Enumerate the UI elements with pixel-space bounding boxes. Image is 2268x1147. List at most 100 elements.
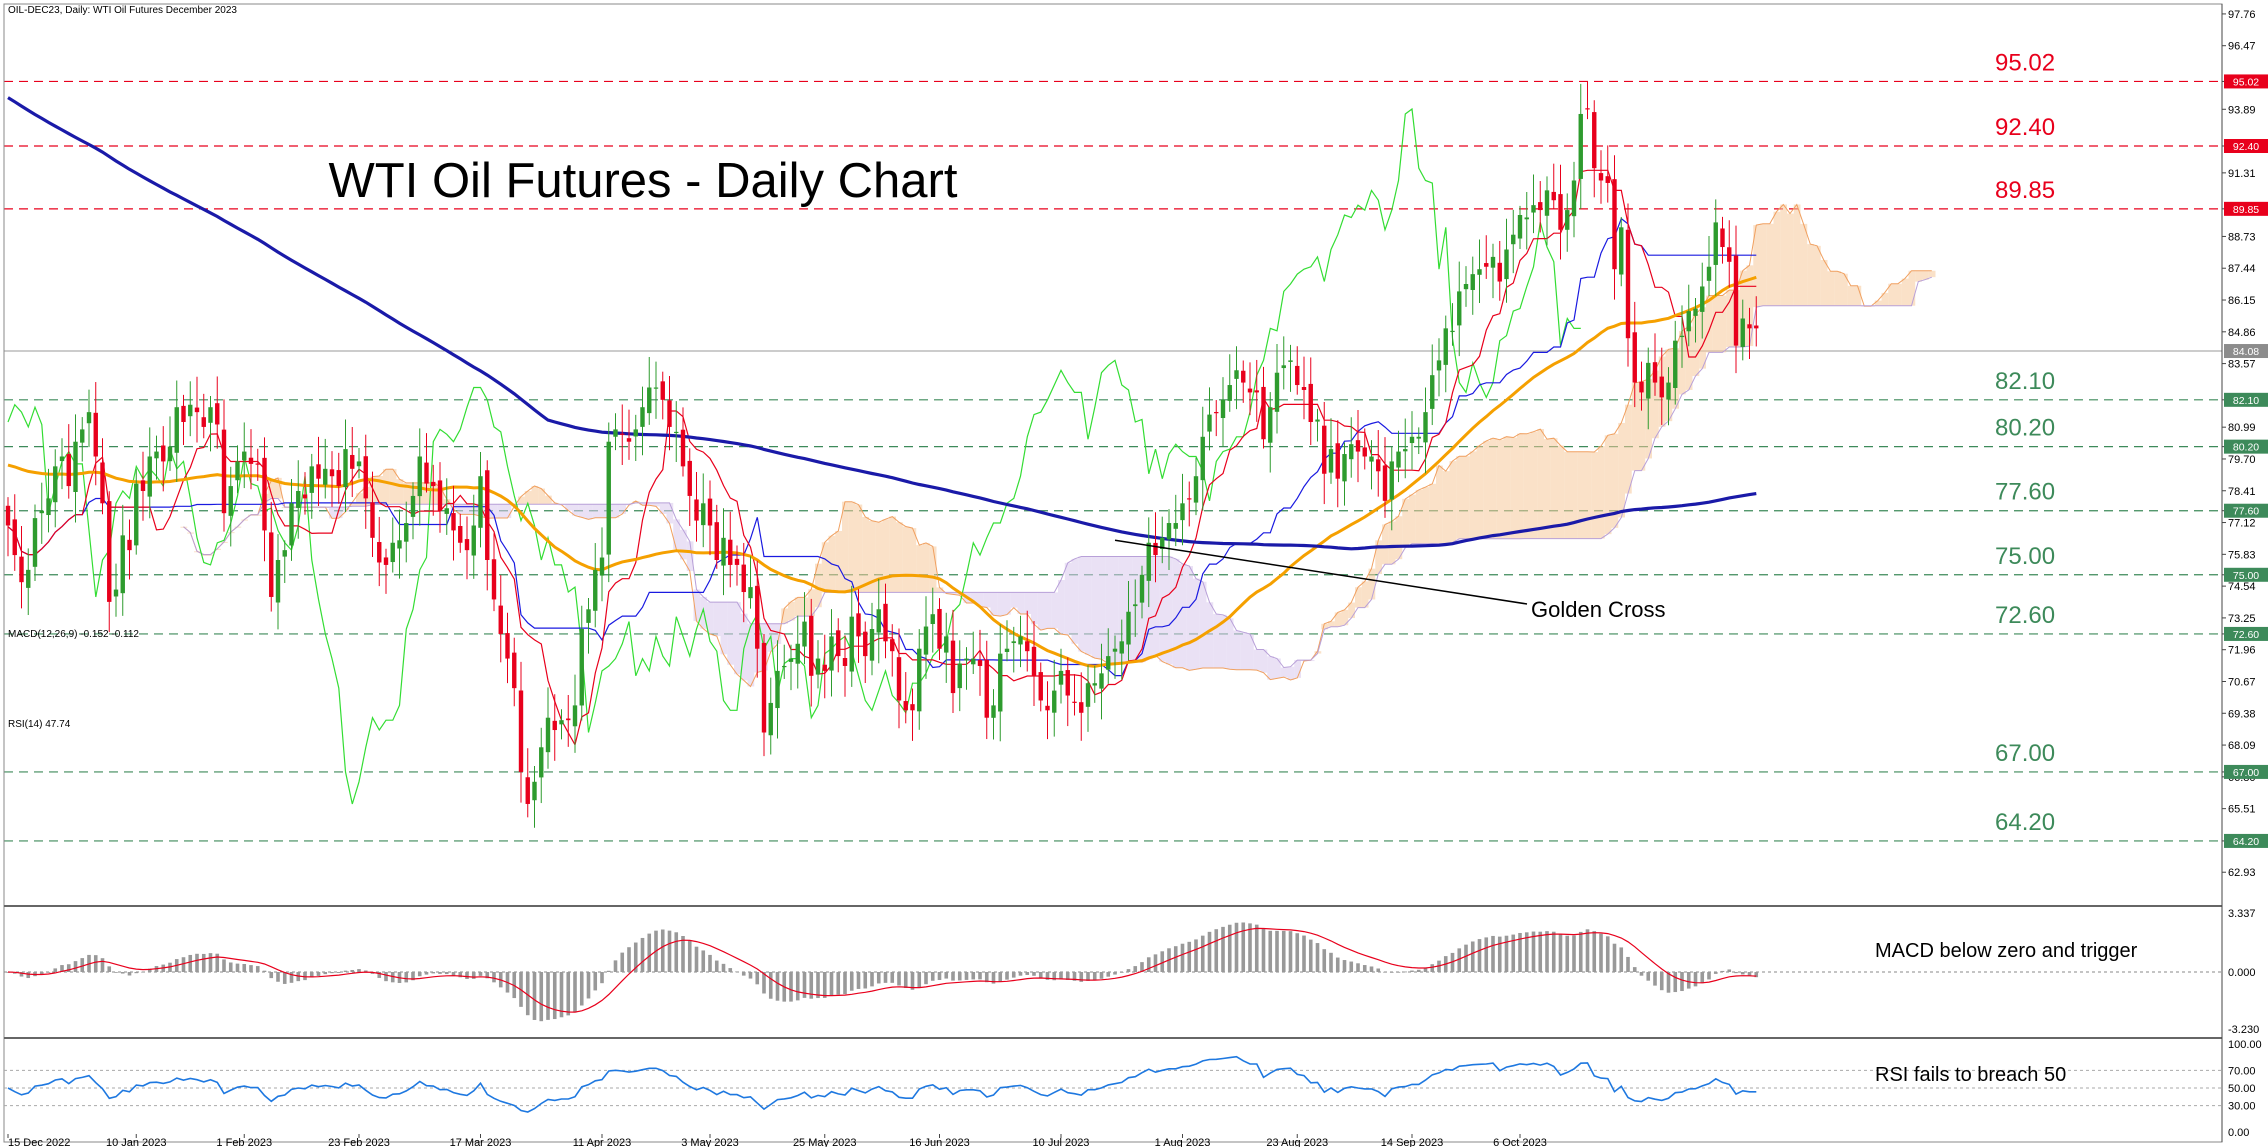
cloud-segment (1172, 558, 1180, 668)
candle-body (998, 653, 1003, 712)
cloud-segment (329, 507, 336, 519)
macd-histogram-bar (127, 972, 132, 976)
cloud-segment (794, 597, 802, 617)
cloud-segment (221, 541, 228, 543)
macd-histogram-bar (1194, 939, 1198, 972)
candle-body (140, 480, 146, 491)
macd-histogram-bar (134, 972, 139, 974)
macd-histogram-bar (1416, 969, 1421, 972)
level-price-tag-label: 72.60 (2233, 629, 2259, 641)
macd-histogram-bar (1086, 972, 1090, 981)
macd-histogram-bar (870, 972, 874, 987)
candle-body (1220, 399, 1226, 419)
cloud-segment (1267, 656, 1274, 680)
candle-body (761, 642, 767, 733)
macd-histogram-bar (795, 972, 800, 1001)
level-price-tag (2224, 833, 2268, 848)
price-tick-label: 79.70 (2228, 454, 2256, 466)
annotation-golden-cross: Golden Cross (1531, 597, 1666, 622)
cloud-segment (1496, 439, 1504, 539)
candle-body (1497, 262, 1502, 282)
candle-body (626, 438, 632, 442)
date-tick-label: 17 Mar 2023 (450, 1137, 512, 1147)
macd-signal-line (7, 927, 1757, 1013)
macd-histogram-bar (1423, 967, 1428, 972)
candle-body (930, 614, 935, 625)
candle-body (1166, 523, 1172, 540)
date-tick-label: 23 Feb 2023 (328, 1137, 390, 1147)
macd-histogram-bar (201, 953, 206, 972)
cloud-segment (531, 486, 539, 505)
cloud-segment (275, 477, 282, 499)
cloud-segment (1888, 283, 1895, 306)
macd-histogram-bar (1666, 972, 1671, 993)
cloud-segment (1901, 278, 1909, 306)
candle-body (896, 657, 902, 701)
cloud-segment (599, 504, 606, 518)
macd-histogram-bar (930, 972, 935, 981)
macd-histogram-bar (640, 937, 645, 972)
cloud-segment (916, 545, 923, 593)
candle-body (485, 470, 490, 560)
candle-body (1625, 229, 1631, 339)
macd-histogram-bar (1605, 936, 1610, 972)
candle-body (1430, 375, 1435, 409)
candle-body (1484, 263, 1489, 267)
cloud-segment (666, 502, 674, 524)
macd-histogram-bar (1680, 972, 1684, 992)
candle-body (1079, 702, 1084, 713)
cloud-segment (335, 507, 343, 519)
macd-histogram-bar (728, 968, 733, 972)
candle-body (667, 400, 672, 427)
cloud-segment (1051, 592, 1058, 629)
cloud-segment (1247, 633, 1254, 670)
candle-body (1585, 108, 1590, 110)
cloud-segment (1537, 429, 1544, 539)
candle-body (410, 495, 416, 517)
candle-body (1693, 308, 1698, 316)
cloud-segment (727, 602, 734, 665)
macd-histogram-bar (593, 972, 598, 991)
candle-body (1274, 372, 1280, 412)
candle-body (437, 480, 443, 511)
candle-body (12, 519, 17, 556)
candle-body (1268, 407, 1273, 443)
candle-body (687, 460, 692, 496)
macd-histogram-bar (249, 965, 253, 972)
macd-histogram-bar (897, 972, 901, 986)
cloud-segment (1287, 666, 1295, 681)
ichimoku-cloud (180, 204, 1936, 687)
macd-histogram-bar (485, 972, 490, 979)
candle-body (1288, 360, 1293, 362)
cloud-segment (1449, 461, 1457, 543)
macd-histogram-bar (120, 972, 125, 974)
macd-histogram-bar (1187, 941, 1192, 972)
cloud-segment (1429, 483, 1436, 544)
macd-histogram-bar (856, 972, 861, 989)
macd-note: MACD below zero and trigger (1875, 940, 2138, 962)
candle-body (1511, 234, 1516, 245)
cloud-segment (504, 504, 512, 519)
cloud-segment (1523, 433, 1531, 539)
cloud-segment (1409, 494, 1416, 544)
cloud-segment (551, 502, 559, 505)
cloud-segment (1166, 556, 1173, 665)
macd-histogram-bar (1254, 924, 1259, 972)
level-price-tag-label: 80.20 (2233, 442, 2259, 454)
macd-histogram-bar (363, 970, 368, 972)
macd-histogram-bar (262, 970, 267, 972)
macd-histogram-bar (984, 972, 989, 983)
macd-histogram-bar (1362, 965, 1367, 972)
cloud-segment (1024, 592, 1031, 614)
macd-histogram-bar (1599, 933, 1603, 972)
candle-body (1085, 683, 1091, 707)
date-tick-label: 1 Aug 2023 (1155, 1137, 1211, 1147)
macd-histogram-bar (910, 972, 915, 990)
cloud-segment (855, 504, 863, 593)
candle-body (100, 462, 105, 504)
cloud-segment (977, 592, 984, 607)
macd-histogram-bar (775, 972, 780, 1001)
cloud-segment (1091, 556, 1099, 659)
candle-body (1308, 383, 1313, 422)
macd-histogram-bar (600, 972, 604, 984)
